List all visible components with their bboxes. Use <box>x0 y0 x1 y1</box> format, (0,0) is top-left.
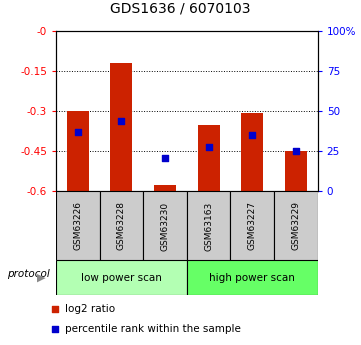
Point <box>118 118 124 124</box>
Bar <box>274 191 318 260</box>
Text: GSM63226: GSM63226 <box>73 201 82 250</box>
Bar <box>187 260 318 295</box>
Bar <box>100 191 143 260</box>
Point <box>162 155 168 160</box>
Bar <box>154 185 176 191</box>
Text: GDS1636 / 6070103: GDS1636 / 6070103 <box>110 1 251 16</box>
Text: GSM63229: GSM63229 <box>291 201 300 250</box>
Text: high power scan: high power scan <box>209 273 295 283</box>
Text: GSM63227: GSM63227 <box>248 201 257 250</box>
Text: log2 ratio: log2 ratio <box>65 304 115 314</box>
Bar <box>56 260 187 295</box>
Text: low power scan: low power scan <box>81 273 162 283</box>
Text: ▶: ▶ <box>37 273 46 283</box>
Bar <box>67 111 89 191</box>
Bar <box>187 191 230 260</box>
Text: GSM63230: GSM63230 <box>161 201 170 250</box>
Point <box>206 144 212 149</box>
Point <box>75 129 81 135</box>
Text: GSM63228: GSM63228 <box>117 201 126 250</box>
Bar <box>242 112 263 191</box>
Text: GSM63163: GSM63163 <box>204 201 213 250</box>
Point <box>293 149 299 154</box>
Bar <box>198 125 219 191</box>
Bar <box>110 63 132 191</box>
Bar <box>230 191 274 260</box>
Point <box>249 132 255 138</box>
Point <box>53 326 58 332</box>
Point <box>53 306 58 312</box>
Text: percentile rank within the sample: percentile rank within the sample <box>65 324 241 334</box>
Bar <box>143 191 187 260</box>
Bar <box>56 191 100 260</box>
Bar <box>285 151 307 191</box>
Text: protocol: protocol <box>7 269 50 279</box>
